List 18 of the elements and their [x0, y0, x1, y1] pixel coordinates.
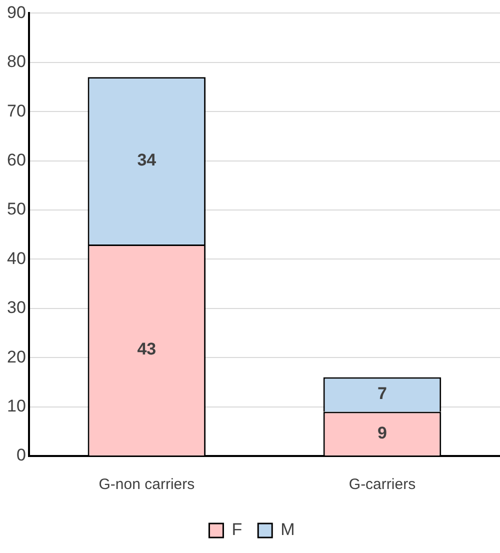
legend-label: F: [232, 520, 242, 540]
y-tick-label: 20: [6, 347, 26, 366]
data-label: 9: [377, 423, 387, 442]
y-tick-label: 0: [16, 446, 26, 465]
y-tick-label: 10: [6, 396, 26, 416]
x-tick-label: G-carriers: [348, 476, 416, 494]
legend-label: M: [280, 520, 295, 540]
y-tick-label: 90: [6, 2, 26, 22]
y-tick-label: 60: [6, 150, 26, 170]
data-label: 43: [137, 340, 156, 359]
y-tick-label: 70: [6, 101, 26, 120]
data-label: 34: [137, 150, 157, 170]
y-tick-label: 40: [6, 248, 26, 268]
x-tick-label: G-non carriers: [98, 476, 195, 494]
y-tick-label: 80: [6, 52, 26, 72]
y-tick-label: 30: [6, 298, 26, 318]
data-label: 7: [377, 384, 387, 404]
y-tick-label: 50: [6, 200, 26, 219]
